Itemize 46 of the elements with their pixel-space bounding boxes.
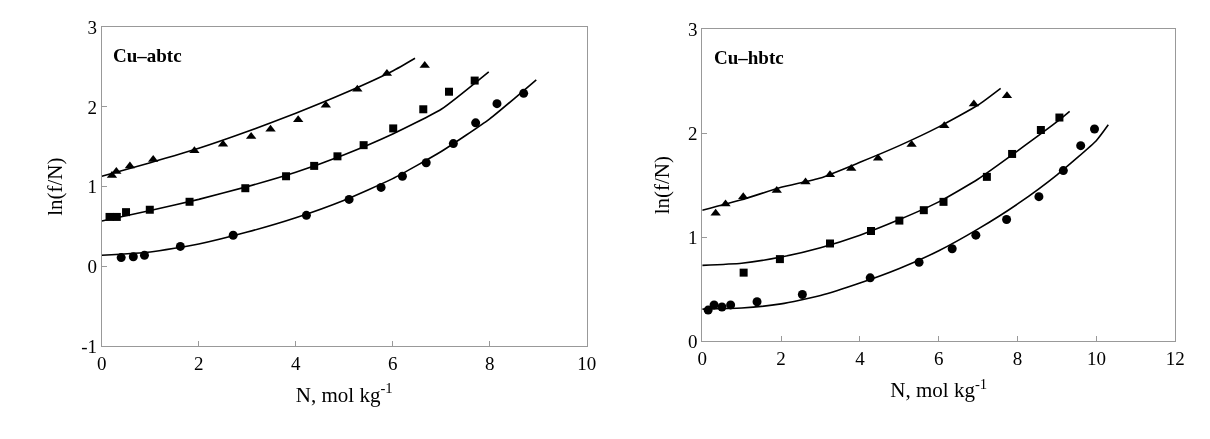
x-axis-title: N, mol kg$^{-1}$	[295, 380, 393, 408]
point	[128, 252, 138, 262]
y-tick-label: 1	[687, 226, 698, 248]
text: Cu–hbtc	[714, 47, 784, 68]
x-tick-label: 6	[934, 348, 944, 370]
point	[971, 230, 981, 240]
y-tick-label: 2	[687, 122, 698, 144]
y-tick-label: 3	[87, 16, 97, 38]
y-tick-label: 3	[687, 18, 698, 40]
x-tick-label: 6	[387, 352, 398, 374]
y-tick-label: -1	[81, 335, 97, 357]
point	[1002, 215, 1012, 225]
x-tick-label: 2	[776, 348, 786, 370]
x-tick-label: 2	[194, 352, 204, 374]
point	[947, 244, 957, 254]
y-axis-title: ln(f/N)	[43, 157, 68, 216]
point	[771, 185, 782, 193]
y-tick-label: 0	[687, 331, 698, 352]
point	[444, 87, 453, 96]
point	[419, 105, 428, 114]
y-axis-title: ln(f/N)	[650, 156, 675, 215]
x-axis-title: N, mol kg$^{-1}$	[890, 375, 988, 403]
x-tick-label: 4	[291, 352, 302, 374]
line-series	[702, 110, 1071, 267]
point	[1034, 192, 1044, 202]
point	[797, 290, 807, 299]
point	[389, 124, 398, 133]
line-series	[101, 71, 490, 222]
point	[739, 268, 748, 277]
point	[492, 99, 502, 109]
point	[1076, 141, 1086, 151]
point	[752, 297, 762, 307]
point	[1090, 124, 1099, 134]
point	[710, 208, 721, 216]
y-tick-label: 1	[87, 176, 97, 198]
x-tick-label: 8	[484, 352, 495, 374]
x-tick-label: 10	[1086, 348, 1106, 370]
x-tick-label: 12	[1165, 348, 1185, 370]
y-tick-label: 2	[87, 96, 97, 118]
x-tick-label: 4	[855, 348, 866, 370]
text: Cu–abtc	[113, 45, 182, 66]
point	[419, 60, 430, 68]
point	[471, 118, 481, 128]
x-tick-label: 10	[577, 352, 597, 374]
y-tick-label: 0	[87, 256, 97, 278]
x-tick-label: 8	[1012, 348, 1023, 370]
